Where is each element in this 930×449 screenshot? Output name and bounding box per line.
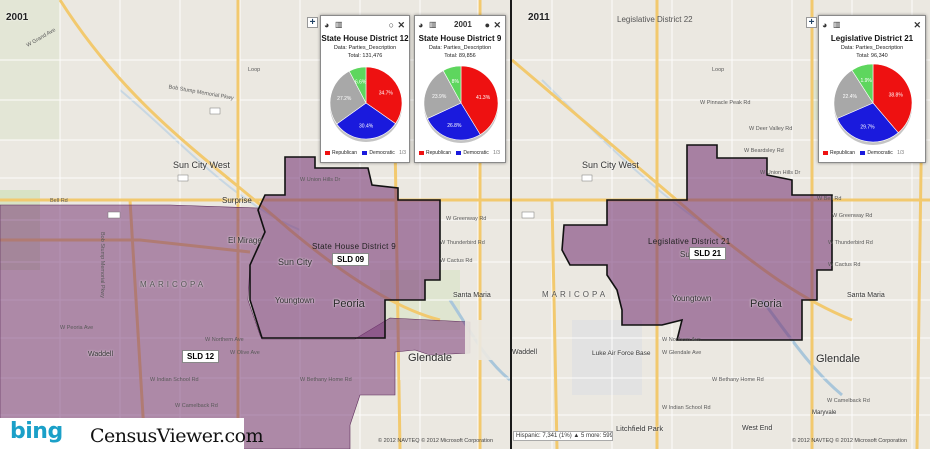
- close-icon[interactable]: ✕: [913, 20, 921, 30]
- zoom-in-button[interactable]: +: [806, 17, 817, 28]
- legend-label: Democratic: [867, 150, 893, 156]
- popup-data-label: Data: Parties_Description: [840, 45, 904, 51]
- pie-slice-label: 30.4%: [359, 123, 374, 129]
- legend-label: Republican: [426, 150, 452, 156]
- map-2011[interactable]: 2011 Legislative District 22 Sun City We…: [512, 0, 930, 449]
- close-icon[interactable]: ✕: [493, 20, 501, 30]
- pie-slice-label: 6.6%: [355, 79, 367, 85]
- legend-page-indicator[interactable]: 1/3: [493, 150, 501, 156]
- district-code-badge[interactable]: SLD 09: [332, 253, 370, 266]
- pie-chart: 34.7% 30.4% 27.2% 6.6%: [329, 66, 403, 142]
- branding-bar: bing CensusViewer.com: [0, 418, 264, 449]
- pie-slice-label: 34.7%: [379, 91, 394, 97]
- legend-swatch-republican: [419, 151, 424, 155]
- pie-slice-republican[interactable]: [460, 65, 499, 136]
- legend-swatch-republican: [325, 151, 330, 155]
- popup-toolbar: ◕ ▥ ○ ✕: [324, 19, 406, 31]
- district-popup[interactable]: ◕ ▥ ✕ Legislative District 21 Data: Part…: [818, 15, 926, 163]
- map-copyright: © 2012 NAVTEQ © 2012 Microsoft Corporati…: [792, 438, 907, 444]
- popup-data-label: Data: Parties_Description: [428, 45, 492, 51]
- legend-label: Democratic: [463, 150, 489, 156]
- pie-legend: Republican Democratic 1/3: [823, 150, 921, 158]
- pie-chart-icon[interactable]: ◕: [324, 20, 330, 30]
- map-2001[interactable]: 2001 Sun City West Sun City Youngtown Pe…: [0, 0, 510, 449]
- pie-chart-icon[interactable]: ◕: [418, 20, 424, 30]
- pie-slice-label: 26.8%: [447, 123, 462, 129]
- legend-swatch-democratic: [860, 151, 866, 155]
- pie-slice-democratic[interactable]: [836, 102, 899, 143]
- pie-slice-label: 38.8%: [889, 93, 904, 99]
- pie-slice-label: 27.2%: [337, 96, 352, 102]
- pie-slice-other2[interactable]: [851, 63, 874, 105]
- popup-data-label: Data: Parties_Description: [333, 45, 397, 51]
- pie-slice-other2[interactable]: [348, 66, 367, 104]
- district-code-badge[interactable]: SLD 12: [182, 350, 220, 363]
- circle-icon[interactable]: ●: [484, 20, 490, 30]
- legend-swatch-republican: [823, 151, 828, 155]
- pie-slice-label: 41.3%: [476, 95, 491, 101]
- district-popup[interactable]: ◕ ▥ ○ ✕ State House District 12 Data: Pa…: [320, 15, 410, 163]
- map-year-label: 2011: [528, 12, 550, 23]
- pie-chart-icon[interactable]: ◕: [822, 20, 828, 30]
- popup-title: State House District 12: [321, 34, 409, 43]
- pie-slice-label: 22.4%: [843, 94, 858, 100]
- pie-slice-other[interactable]: [423, 70, 462, 119]
- district-popup[interactable]: ◕ ▥ 2001 ● ✕ State House District 9 Data…: [414, 15, 506, 163]
- pie-chart: 41.3% 26.8% 23.9% 8%: [423, 65, 499, 143]
- map-year-label: 2001: [6, 12, 29, 23]
- legend-page-indicator[interactable]: 1/3: [897, 150, 905, 156]
- pie-slice-label: 23.9%: [432, 94, 447, 100]
- map-copyright: © 2012 NAVTEQ © 2012 Microsoft Corporati…: [378, 438, 493, 444]
- popup-toolbar: ◕ ▥ 2001 ● ✕: [418, 19, 502, 31]
- bar-chart-icon[interactable]: ▥: [335, 20, 343, 29]
- pie-slice-republican[interactable]: [365, 66, 403, 125]
- popup-title: Legislative District 21: [830, 34, 914, 43]
- bar-chart-icon[interactable]: ▥: [833, 20, 841, 29]
- bing-logo[interactable]: bing: [10, 419, 63, 444]
- pie-legend: Republican Democratic 1/3: [419, 150, 501, 158]
- demographic-stat-box[interactable]: Hispanic: 7,341 (1%) ▲ 5 more: 599 (1%) …: [513, 431, 613, 441]
- pie-slice-other2[interactable]: [442, 65, 462, 104]
- censusviewer-logo[interactable]: CensusViewer.com: [90, 425, 264, 447]
- pie-slice-other[interactable]: [833, 69, 874, 119]
- legend-swatch-democratic: [362, 151, 368, 155]
- pie-slice-democratic[interactable]: [336, 102, 396, 140]
- map-divider[interactable]: [510, 0, 512, 449]
- popup-year-tag: 2001: [454, 20, 472, 29]
- pie-slice-republican[interactable]: [872, 63, 913, 134]
- legend-label: Republican: [830, 150, 856, 156]
- legend-label: Democratic: [369, 150, 395, 156]
- popup-toolbar: ◕ ▥ ✕: [822, 19, 922, 31]
- pie-chart: 38.8% 29.7% 22.4% 1.9%: [833, 63, 913, 145]
- zoom-in-button[interactable]: +: [307, 17, 318, 28]
- pie-slice-other[interactable]: [329, 70, 367, 125]
- pie-slice-label: 1.9%: [860, 78, 872, 84]
- district-code-badge[interactable]: SLD 21: [689, 247, 727, 260]
- pie-slice-democratic[interactable]: [427, 102, 481, 141]
- popup-total: Total: 89,856: [444, 53, 476, 59]
- legend-label: Republican: [332, 150, 358, 156]
- popup-total: Total: 96,340: [856, 53, 888, 59]
- bar-chart-icon[interactable]: ▥: [429, 20, 437, 29]
- legend-page-indicator[interactable]: 1/3: [399, 150, 407, 156]
- map-2011-canvas: [512, 0, 930, 449]
- legend-swatch-democratic: [456, 151, 462, 155]
- close-icon[interactable]: ✕: [397, 20, 405, 30]
- circle-icon[interactable]: ○: [388, 20, 394, 30]
- pie-slice-label: 8%: [452, 79, 460, 85]
- pie-legend: Republican Democratic 1/3: [325, 150, 407, 158]
- popup-total: Total: 131,476: [347, 53, 383, 59]
- popup-title: State House District 9: [418, 34, 502, 43]
- pie-slice-label: 29.7%: [860, 125, 875, 131]
